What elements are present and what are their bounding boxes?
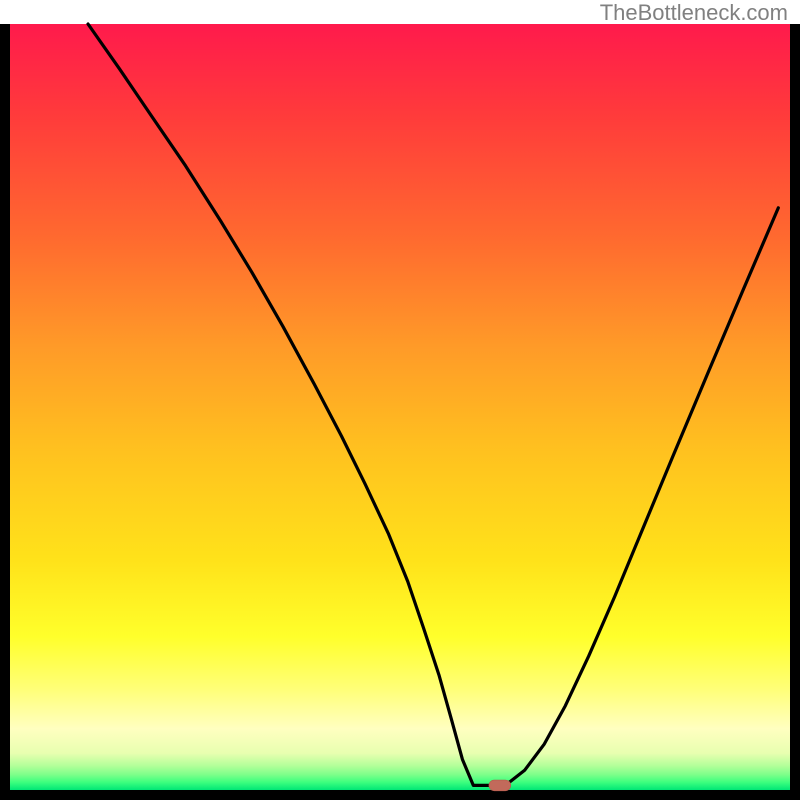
watermark-text: TheBottleneck.com	[600, 0, 788, 25]
plot-background	[10, 24, 790, 790]
bottleneck-chart: TheBottleneck.com	[0, 0, 800, 800]
optimum-marker	[489, 780, 511, 791]
